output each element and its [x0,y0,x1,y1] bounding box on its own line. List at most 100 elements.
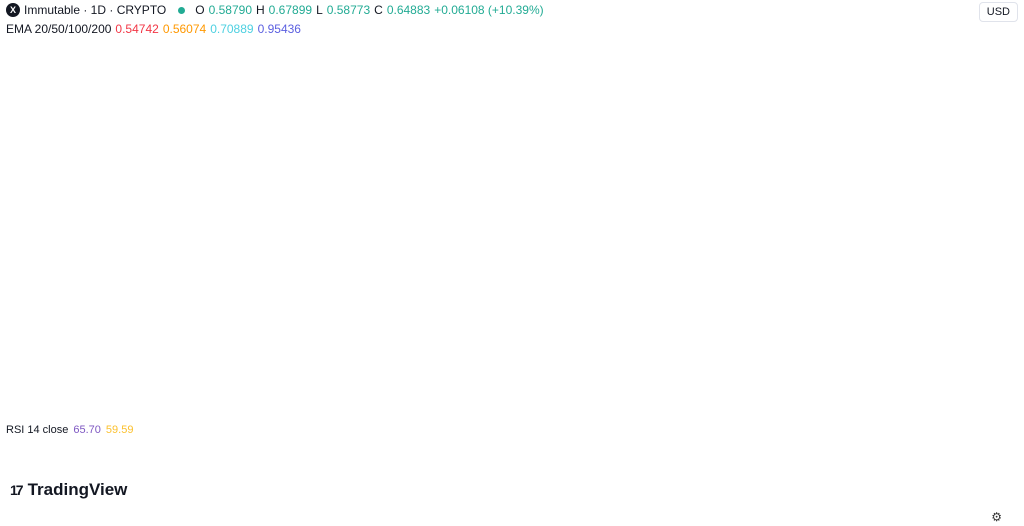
candle-body [284,217,289,224]
candle-body [179,192,184,217]
tradingview-wordmark: TradingView [28,480,128,500]
candle-body [618,358,623,363]
candle-body [207,187,212,197]
price-label-text: 0.74214 [952,307,992,319]
candle-body [304,234,309,241]
candle-body [541,315,546,332]
rsi-label-text: 45.38 [976,465,1004,477]
time-tick-label: Feb [259,512,278,524]
event-flag-icon [933,398,949,414]
time-tick-label: Jun [774,512,792,524]
ohlc-high-value: 0.67899 [269,3,312,17]
candle-body [26,79,31,86]
currency-select[interactable]: USD [979,2,1018,22]
candle-body [416,315,421,322]
candle-body [583,369,588,372]
candle-body [861,364,866,369]
candle-body [130,209,135,217]
candle-body [172,192,177,209]
candle-body [492,339,497,342]
candle-body [694,336,699,339]
candle-body [555,344,560,352]
settings-gear-icon[interactable]: ⚙ [991,510,1002,524]
rsi-label-box [975,452,1005,464]
candle-body [632,344,637,352]
candle-body [666,327,671,329]
candle-body [5,108,10,118]
candle-body [896,361,901,363]
candle-body [673,327,678,335]
crosshair-date-label: Fri 02 May '25 [619,512,688,524]
candle-body [158,200,163,203]
candle-body [889,363,894,366]
candle-body [479,346,484,349]
candle-body [848,359,853,361]
candle-body [360,302,365,305]
candle-body [458,344,463,352]
rsi-ma-value: 59.59 [106,424,134,436]
candle-body [151,192,156,204]
candle-body [785,325,790,335]
candle-body [472,346,477,349]
candle-body [715,309,720,316]
candle-body [82,108,87,133]
candle-body [437,319,442,329]
time-tick-label: Apr [511,512,528,524]
market-status-dot [178,7,185,14]
price-tick-label: 1.80000 [970,128,1010,140]
price-tick-label: 2.20000 [970,60,1010,72]
candle-body [680,336,685,344]
rsi-tick-label: 80.00 [974,431,1002,443]
candle-body [402,319,407,326]
symbol-title[interactable]: Immutable · 1D · CRYPTO [24,3,166,17]
price-label-box [949,337,995,349]
candle-body [834,352,839,355]
candle-body [19,86,24,96]
candle-body [882,366,887,368]
candle-body [903,361,908,363]
candle-body [562,352,567,359]
ema-legend[interactable]: EMA 20/50/100/200 0.54742 0.56074 0.7088… [6,22,301,36]
price-tick-label: 2.00000 [970,94,1010,106]
event-flag-inner [937,402,945,410]
candle-body [339,305,344,310]
candle-body [841,356,846,359]
candle-body [569,359,574,366]
tradingview-logo[interactable]: 17 TradingView [10,480,127,500]
ohlc-open-value: 0.58790 [209,3,252,17]
candle-body [924,364,929,366]
ohlc-low-key: L [316,3,323,17]
candle-body [144,192,149,197]
price-label-box [949,365,995,389]
candle-body [186,207,191,217]
price-tick-label: 1.00000 [970,263,1010,275]
ohlc-close-value: 0.64883 [387,3,430,17]
candle-body [270,221,275,231]
ohlc-close-key: C [374,3,383,17]
ema200-value: 0.95436 [258,22,301,36]
price-tick-label: 1.60000 [970,162,1010,174]
candle-body [75,133,80,175]
price-change: +0.06108 (+10.39%) [434,3,543,17]
rsi-legend[interactable]: RSI 14 close 65.70 59.59 [6,424,133,436]
candle-body [827,346,832,353]
rsi-label: RSI 14 close [6,424,68,436]
rsi-band [0,447,970,492]
ohlc-low-value: 0.58773 [327,3,370,17]
candle-body [465,349,470,352]
candle-body [109,167,114,175]
candle-body [423,310,428,315]
candle-body [277,217,282,231]
candle-body [506,339,511,342]
candle-body [729,319,734,322]
candle-body [297,221,302,235]
candle-body [931,366,936,367]
rsi-label-box [975,464,1005,476]
candle-body [374,298,379,303]
candle-body [875,368,880,373]
candle-body [764,327,769,329]
candle-body [353,302,358,303]
candle-body [256,204,261,226]
candle-body [590,366,595,369]
